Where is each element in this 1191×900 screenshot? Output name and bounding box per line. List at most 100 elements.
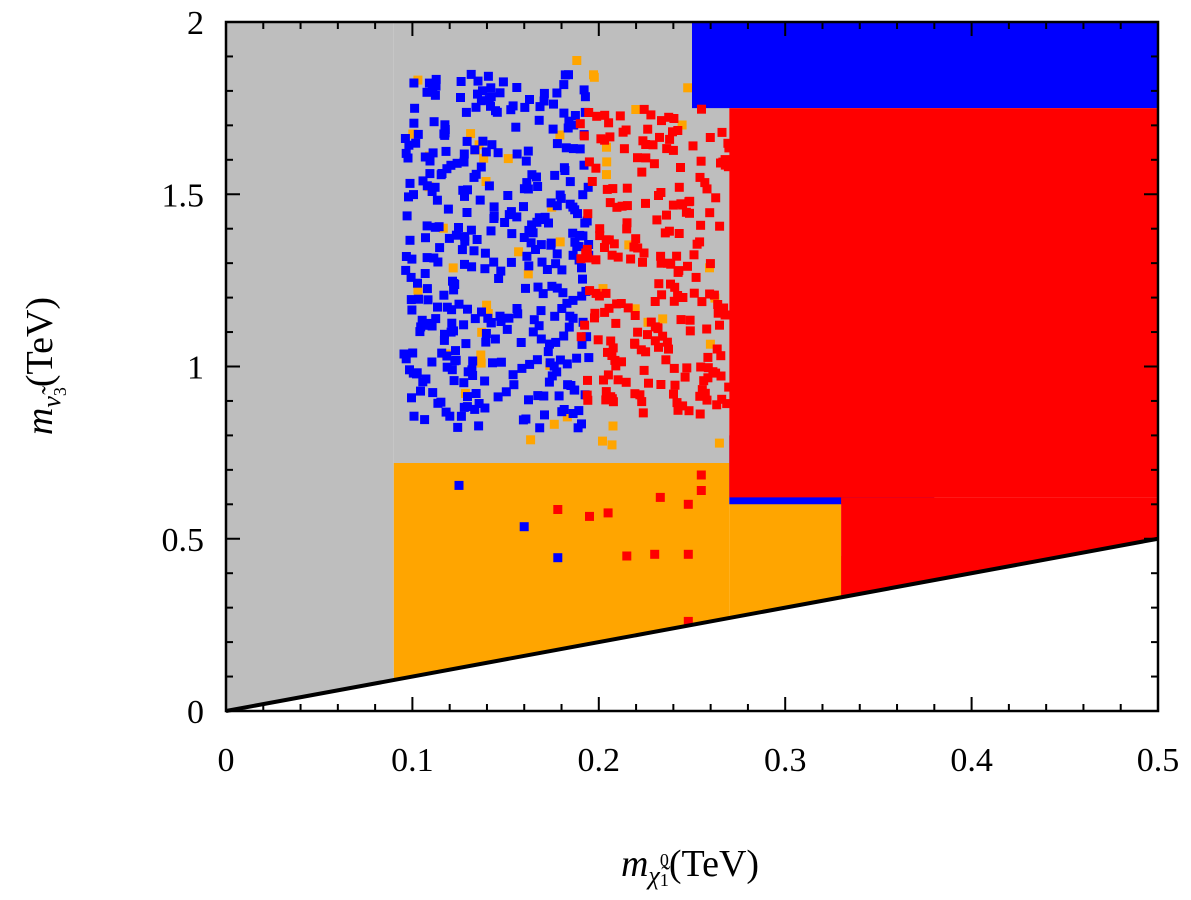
- blue-point: [430, 222, 440, 232]
- blue-point: [489, 202, 499, 212]
- blue-point: [411, 138, 421, 148]
- blue-point: [484, 181, 494, 191]
- blue-point: [549, 99, 558, 109]
- red-point: [583, 375, 592, 385]
- tick-labels: 0 0.1 0.2 0.3 0.4 0.5 0 0.5 1 1.5 2: [162, 5, 1180, 779]
- blue-point: [422, 284, 432, 294]
- blue-point: [405, 178, 415, 188]
- red-point: [576, 332, 586, 342]
- red-point: [680, 372, 690, 382]
- blue-point: [559, 405, 569, 414]
- boundary-line: [225, 536, 1159, 713]
- red-point: [584, 157, 594, 167]
- gray-point: [255, 224, 265, 234]
- red-point: [656, 251, 666, 261]
- red-point: [639, 104, 649, 114]
- blue-point: [435, 243, 445, 253]
- blue-point: [470, 314, 480, 324]
- blue-point: [416, 322, 426, 332]
- blue-point: [468, 371, 478, 380]
- red-point: [716, 371, 726, 381]
- blue-point: [569, 120, 579, 130]
- blue-point: [425, 169, 435, 179]
- blue-point: [441, 146, 451, 156]
- orange-point: [630, 304, 640, 314]
- blue-point: [584, 240, 594, 249]
- red-point: [672, 398, 682, 408]
- blue-point: [423, 295, 433, 305]
- blue-point: [536, 306, 546, 316]
- blue-point: [525, 95, 534, 104]
- blue-point: [407, 393, 416, 403]
- red-point: [630, 339, 640, 349]
- blue-point: [542, 265, 552, 274]
- blue-point: [545, 339, 554, 349]
- red-point: [716, 351, 726, 361]
- blue-point: [501, 387, 511, 397]
- blue-point: [409, 411, 419, 421]
- red-point: [593, 335, 603, 345]
- blue-point: [524, 261, 534, 271]
- blue-point: [403, 153, 413, 163]
- red-point: [622, 224, 632, 234]
- red-point: [582, 390, 592, 400]
- blue-point: [524, 395, 533, 405]
- red-point: [724, 143, 734, 153]
- blue-point: [568, 228, 578, 238]
- blue-point: [422, 253, 432, 263]
- red-point: [630, 389, 640, 399]
- red-point: [622, 551, 632, 561]
- red-point: [700, 178, 710, 188]
- orange-point: [477, 327, 487, 337]
- red-point: [607, 351, 617, 360]
- blue-point: [500, 218, 510, 227]
- blue-point: [559, 80, 569, 90]
- orange-point: [466, 129, 476, 139]
- blue-point: [561, 143, 571, 153]
- blue-point: [424, 78, 434, 88]
- blue-point: [570, 205, 580, 215]
- red-point: [633, 153, 642, 163]
- red-point: [656, 188, 666, 197]
- red-point: [575, 119, 585, 129]
- gray-point: [232, 413, 242, 423]
- orange-point: [683, 83, 693, 93]
- red-point: [638, 257, 647, 267]
- red-point: [724, 382, 734, 392]
- boundary-line-layer: [225, 536, 1159, 713]
- red-point: [608, 184, 618, 194]
- blue-point: [404, 192, 413, 202]
- blue-point: [456, 411, 466, 421]
- blue-point: [449, 279, 459, 288]
- axes: [224, 20, 1160, 713]
- blue-point: [476, 96, 486, 106]
- red-point: [697, 297, 707, 307]
- blue-point: [519, 233, 529, 242]
- red-point: [596, 134, 606, 144]
- blue-point: [420, 269, 430, 278]
- blue-point: [418, 377, 428, 387]
- orange-point: [608, 421, 618, 431]
- blue-point: [522, 178, 532, 188]
- blue-point: [547, 281, 557, 291]
- red-point: [668, 200, 678, 210]
- blue-point: [516, 338, 526, 347]
- red-point: [580, 320, 590, 330]
- blue-point: [429, 117, 439, 127]
- gray-point: [262, 344, 272, 354]
- blue-point: [413, 129, 423, 139]
- red-point: [669, 114, 679, 123]
- red-point: [583, 209, 593, 219]
- blue-point: [580, 218, 590, 228]
- blue-point: [459, 378, 469, 388]
- blue-point: [463, 185, 472, 195]
- blue-point: [521, 156, 531, 166]
- red-point: [705, 259, 715, 269]
- blue-point: [405, 235, 415, 245]
- red-point: [626, 254, 636, 264]
- red-point: [601, 395, 611, 405]
- red-point: [610, 355, 620, 365]
- red-point: [585, 286, 595, 296]
- blue-point: [402, 211, 412, 221]
- red-point: [672, 251, 682, 261]
